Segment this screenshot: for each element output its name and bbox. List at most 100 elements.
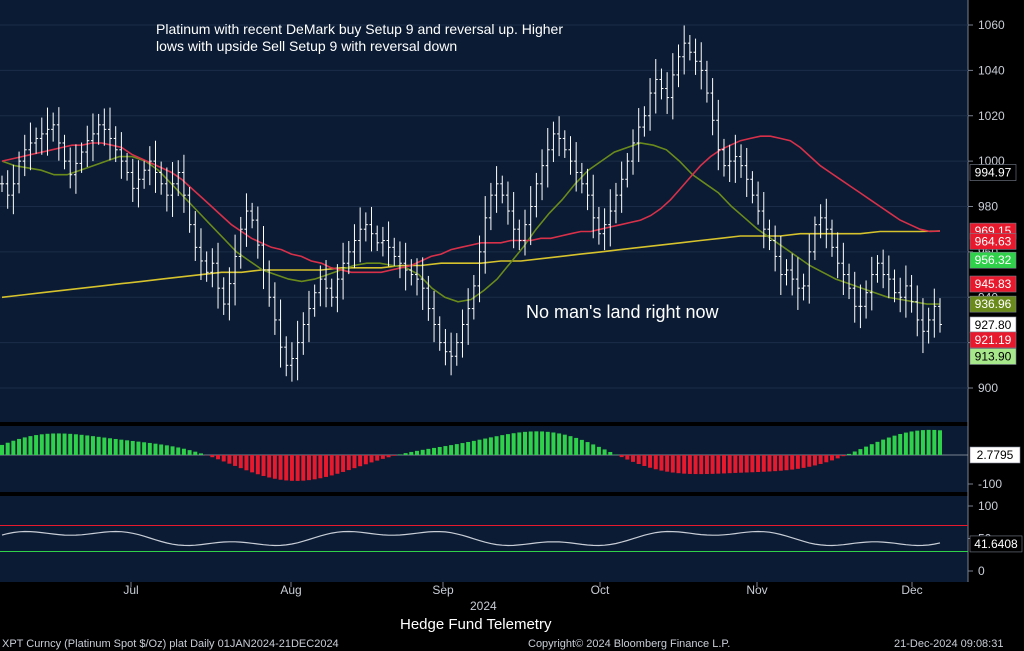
oscillator-histogram-bar	[426, 448, 431, 455]
oscillator-histogram-bar	[85, 435, 90, 455]
oscillator-histogram-bar	[193, 451, 198, 455]
oscillator-histogram-bar	[471, 440, 476, 455]
oscillator-histogram-bar	[892, 435, 897, 455]
oscillator-histogram-bar	[449, 445, 454, 455]
oscillator-histogram-bar	[324, 455, 329, 477]
month-tick-label: Sep	[432, 583, 454, 597]
oscillator-histogram-bar	[409, 451, 414, 455]
oscillator-histogram-bar	[306, 455, 311, 481]
price-tick-label: 980	[978, 200, 998, 214]
oscillator-histogram-bar	[125, 440, 130, 455]
oscillator-histogram-bar	[341, 455, 346, 472]
oscillator-histogram-bar	[142, 442, 147, 455]
oscillator-histogram-bar	[505, 434, 510, 455]
oscillator-histogram-bar	[693, 455, 698, 475]
oscillator-histogram-bar	[28, 436, 33, 455]
oscillator-histogram-bar	[591, 444, 596, 455]
ma-red-line	[1, 135, 941, 274]
oscillator-histogram-bar	[335, 455, 340, 474]
oscillator-histogram-bar	[386, 455, 391, 458]
oscillator-histogram-bar	[136, 441, 141, 455]
month-tick-label: Jul	[123, 583, 138, 597]
oscillator-histogram-bar	[778, 455, 783, 471]
oscillator-histogram-bar	[0, 444, 4, 455]
no-mans-land-label: No man's land right now	[526, 302, 720, 322]
oscillator-histogram-bar	[392, 455, 397, 456]
oscillator-histogram-bar	[170, 446, 175, 455]
oscillator-histogram-bar	[756, 455, 761, 473]
oscillator-histogram-bar	[79, 434, 84, 455]
oscillator-histogram-bar	[113, 438, 118, 455]
ma-yellow-line	[1, 230, 941, 299]
oscillator-histogram-bar	[699, 455, 704, 475]
oscillator-histogram-bar	[841, 455, 846, 457]
price-panel	[0, 0, 968, 422]
oscillator-histogram-bar	[380, 455, 385, 459]
oscillator-tick-label: -100	[978, 477, 1002, 491]
oscillator-histogram-bar	[852, 451, 857, 455]
oscillator-histogram-bar	[221, 455, 226, 462]
oscillator-histogram-bar	[238, 455, 243, 469]
oscillator-histogram-bar	[34, 435, 39, 455]
price-value-badge	[969, 295, 1017, 313]
oscillator-histogram-bar	[659, 455, 664, 471]
oscillator-histogram-bar	[176, 447, 181, 455]
oscillator-histogram-bar	[915, 430, 920, 455]
oscillator-histogram-bar	[801, 455, 806, 468]
oscillator-histogram-bar	[818, 455, 823, 464]
oscillator-histogram-bar	[625, 455, 630, 460]
oscillator-histogram-bar	[721, 455, 726, 474]
oscillator-histogram-bar	[812, 455, 817, 466]
oscillator-histogram-bar	[312, 455, 317, 480]
oscillator-histogram-bar	[898, 433, 903, 455]
oscillator-histogram-bar	[750, 455, 755, 473]
oscillator-histogram-bar	[39, 434, 44, 455]
oscillator-value-label: 2.7795	[977, 448, 1014, 462]
oscillator-histogram-bar	[420, 449, 425, 455]
price-tick-label: 1040	[978, 63, 1005, 77]
oscillator-histogram-bar	[739, 455, 744, 473]
oscillator-histogram-bar	[255, 455, 260, 475]
oscillator-histogram-bar	[329, 455, 334, 476]
oscillator-histogram-bar	[483, 438, 488, 455]
oscillator-histogram-bar	[56, 433, 61, 455]
oscillator-histogram-bar	[369, 455, 374, 463]
oscillator-histogram-bar	[250, 455, 255, 473]
oscillator-histogram-bar	[682, 455, 687, 474]
oscillator-histogram-bar	[164, 445, 169, 455]
oscillator-histogram-bar	[159, 444, 164, 455]
month-tick-label: Oct	[591, 583, 610, 597]
oscillator-histogram-bar	[744, 455, 749, 473]
oscillator-histogram-bar	[687, 455, 692, 474]
x-year-label: 2024	[470, 599, 497, 613]
oscillator-histogram-bar	[835, 455, 840, 459]
oscillator-histogram-bar	[437, 446, 442, 455]
oscillator-histogram-bar	[517, 432, 522, 455]
oscillator-histogram-bar	[545, 431, 550, 455]
oscillator-histogram-bar	[318, 455, 323, 479]
price-tick-label: 1020	[978, 109, 1005, 123]
oscillator-histogram-bar	[96, 436, 101, 455]
oscillator-histogram-bar	[676, 455, 681, 474]
oscillator-histogram-bar	[704, 455, 709, 475]
price-value-badge	[969, 331, 1017, 349]
oscillator-histogram-bar	[710, 455, 715, 474]
oscillator-histogram-bar	[454, 444, 459, 455]
oscillator-histogram-bar	[528, 431, 533, 455]
oscillator-histogram-bar	[51, 433, 56, 455]
oscillator-histogram-bar	[534, 431, 539, 455]
oscillator-histogram-bar	[579, 439, 584, 455]
oscillator-histogram-bar	[642, 455, 647, 466]
oscillator-histogram-bar	[761, 455, 766, 472]
oscillator-histogram-bar	[585, 442, 590, 455]
price-value-badge	[969, 251, 1017, 269]
oscillator-histogram-bar	[568, 436, 573, 455]
oscillator-histogram-bar	[574, 437, 579, 455]
oscillator-histogram-bar	[210, 455, 215, 458]
oscillator-histogram-bar	[414, 450, 419, 455]
price-tick-label: 900	[978, 381, 998, 395]
oscillator-histogram-bar	[227, 455, 232, 464]
oscillator-histogram-bar	[198, 453, 203, 455]
annotation-line-1: Platinum with recent DeMark buy Setup 9 …	[156, 21, 563, 37]
